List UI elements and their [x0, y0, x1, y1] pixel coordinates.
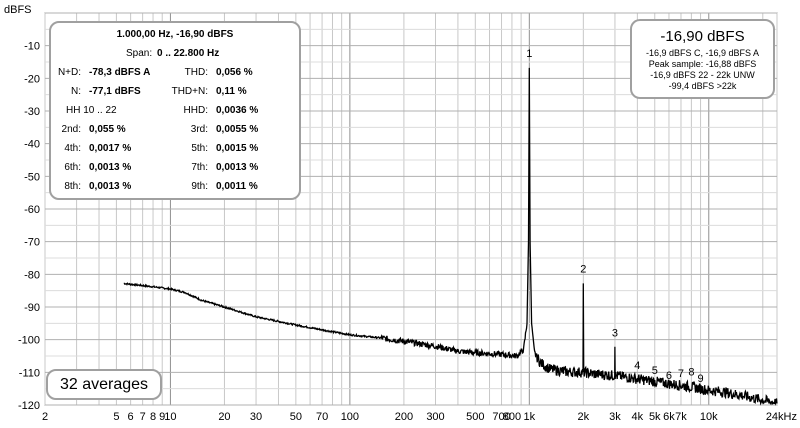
n-value: -77,1 dBFS: [89, 86, 141, 97]
y-tick-label: -110: [19, 367, 40, 379]
h9-label: 9th:: [191, 181, 208, 192]
x-tick-label: 500: [466, 411, 484, 423]
x-tick-label: 5: [113, 411, 119, 423]
nd-row: N+D: -78,3 dBFS A THD: 0,056 %: [51, 67, 299, 81]
y-tick-label: -30: [24, 106, 40, 118]
harmonic-label: 5: [652, 365, 658, 377]
peak-line-4: -99,4 dBFS >22k: [668, 81, 737, 91]
h6-h7-row: 6th: 0,0013 % 7th: 0,0013 %: [51, 162, 299, 176]
x-tick-label: 10: [164, 411, 176, 423]
span-label: Span:: [126, 48, 153, 59]
nd-value: -78,3 dBFS A: [89, 67, 151, 78]
h7-label: 7th:: [191, 162, 208, 173]
harmonic-label: 3: [612, 327, 618, 339]
h3-value: 0,0055 %: [216, 124, 259, 135]
harmonic-label: 7: [678, 368, 684, 380]
y-tick-label: -50: [24, 171, 40, 183]
x-tick-label: 7: [140, 411, 146, 423]
h3-label: 3rd:: [190, 124, 208, 135]
peak-line-2: Peak sample: -16,88 dBFS: [648, 59, 757, 69]
x-tick-label: 9: [159, 411, 165, 423]
harmonic-label: 1: [526, 48, 532, 60]
x-tick-label: 24kHz: [766, 411, 797, 423]
n-label: N:: [71, 86, 81, 97]
x-tick-label: 7k: [675, 411, 687, 423]
harmonic-label: 9: [697, 373, 703, 385]
x-tick-label: 100: [341, 411, 359, 423]
thdn-label: THD+N:: [171, 86, 208, 97]
peak-line-3: -16,9 dBFS 22 - 22k UNW: [650, 70, 755, 80]
span-row: Span: 0 .. 22.800 Hz: [51, 48, 299, 62]
harmonic-labels: 1 2 3 4 5 6 7 89: [526, 48, 703, 385]
n-row: N: -77,1 dBFS THD+N: 0,11 %: [51, 86, 299, 100]
y-axis-label: dBFS: [4, 4, 32, 16]
x-tick-label: 10k: [700, 411, 718, 423]
x-tick-label: 30: [250, 411, 262, 423]
thdn-value: 0,11 %: [216, 86, 247, 97]
hh-row: HH 10 .. 22 HHD: 0,0036 %: [51, 105, 299, 119]
thd-value: 0,056 %: [216, 67, 253, 78]
x-tick-label: 1k: [524, 411, 536, 423]
h4-label: 4th:: [64, 143, 81, 154]
x-tick-label: 3k: [609, 411, 621, 423]
y-tick-label: -60: [24, 204, 40, 216]
peak-line-1: -16,9 dBFS C, -16,9 dBFS A: [645, 48, 760, 58]
nd-label: N+D:: [57, 67, 81, 78]
h4-h5-row: 4th: 0,0017 % 5th: 0,0015 %: [51, 143, 299, 157]
x-tick-label: 4k: [632, 411, 644, 423]
h2-value: 0,055 %: [89, 124, 126, 135]
harmonic-label: 4: [634, 360, 640, 372]
x-tick-label: 6k: [663, 411, 675, 423]
h8-value: 0,0013 %: [89, 181, 132, 192]
info-title: 1.000,00 Hz, -16,90 dBFS: [116, 29, 234, 40]
averages-badge: 32 averages: [46, 369, 162, 400]
h4-value: 0,0017 %: [89, 143, 132, 154]
span-value: 0 .. 22.800 Hz: [157, 48, 220, 59]
peak-level-panel: -16,90 dBFS -16,9 dBFS C, -16,9 dBFS A P…: [630, 19, 775, 99]
harmonic-label: 8: [688, 367, 694, 379]
spectrum-trace: [123, 67, 778, 406]
thd-label: THD:: [184, 67, 208, 78]
h9-value: 0,0011 %: [216, 181, 258, 192]
averages-label: 32 averages: [59, 376, 149, 393]
harmonic-label: 2: [580, 264, 586, 276]
hhd-value: 0,0036 %: [216, 105, 259, 116]
y-tick-label: -20: [24, 73, 40, 85]
h2-label: 2nd:: [61, 124, 81, 135]
h5-value: 0,0015 %: [216, 143, 259, 154]
measurement-panel: 1.000,00 Hz, -16,90 dBFS Span: 0 .. 22.8…: [49, 21, 301, 200]
x-tick-label: 70: [316, 411, 328, 423]
h5-label: 5th:: [191, 143, 208, 154]
y-tick-label: -80: [24, 269, 40, 281]
h8-h9-row: 8th: 0,0013 % 9th: 0,0011 %: [51, 181, 299, 195]
h2-h3-row: 2nd: 0,055 % 3rd: 0,0055 %: [51, 124, 299, 138]
y-tick-label: -10: [24, 41, 40, 53]
hhd-label: HHD:: [183, 105, 208, 116]
y-tick-labels: -10 -20 -30 -40 -50 -60 -70 -80 -90 -100 -110 -120: [18, 41, 40, 412]
x-tick-label: 2: [42, 411, 48, 423]
hh-label: HH 10 .. 22: [66, 105, 117, 116]
x-tick-label: 50: [290, 411, 302, 423]
y-tick-label: -90: [24, 302, 40, 314]
x-tick-label: 20: [218, 411, 230, 423]
x-tick-label: 2k: [578, 411, 590, 423]
y-tick-label: -70: [24, 237, 40, 249]
y-tick-label: -100: [18, 335, 40, 347]
x-tick-label: 700: [492, 411, 510, 423]
x-tick-label: 200: [395, 411, 413, 423]
h8-label: 8th:: [64, 181, 81, 192]
x-tick-label: 5k: [649, 411, 661, 423]
x-tick-label: 6: [128, 411, 134, 423]
y-tick-label: -120: [18, 400, 40, 412]
h7-value: 0,0013 %: [216, 162, 259, 173]
x-tick-label: 8: [150, 411, 156, 423]
y-tick-label: -40: [24, 139, 40, 151]
harmonic-label: 6: [666, 370, 672, 382]
peak-headline: -16,90 dBFS: [660, 28, 745, 45]
h6-label: 6th:: [64, 162, 81, 173]
h6-value: 0,0013 %: [89, 162, 132, 173]
x-tick-label: 300: [426, 411, 444, 423]
x-tick-label: 800: [503, 411, 521, 423]
